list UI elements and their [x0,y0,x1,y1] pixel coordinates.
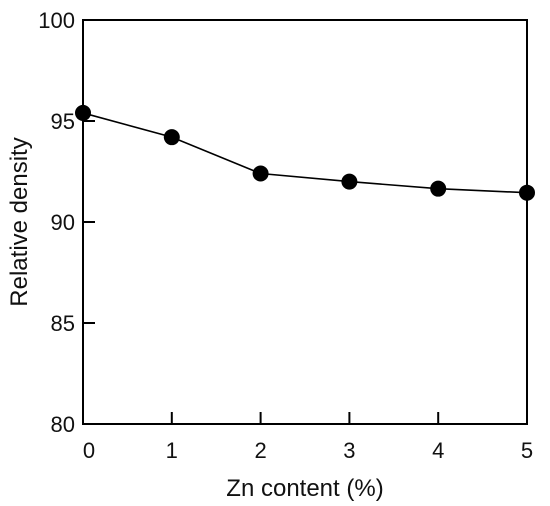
y-tick-label: 80 [51,412,75,437]
x-axis-title: Zn content (%) [226,475,383,502]
y-tick-label: 95 [51,109,75,134]
data-point [430,180,447,197]
series-line [82,112,528,194]
tick-marks [82,19,528,425]
plot-axes [82,19,528,425]
x-tick-labels: 0 1 2 3 4 5 [83,438,533,463]
data-point [163,129,180,146]
plot-frame [82,19,528,425]
y-tick-label: 85 [51,311,75,336]
y-tick-label: 100 [38,8,75,33]
data-point [341,173,358,190]
data-point [519,184,535,201]
data-series [75,104,535,201]
data-point [75,104,91,121]
x-tick-label: 5 [521,438,533,463]
x-tick-label: 4 [432,438,444,463]
x-tick-label: 1 [166,438,178,463]
y-axis-title: Relative density [6,137,33,306]
x-tick-label: 2 [254,438,266,463]
y-tick-label: 90 [51,210,75,235]
data-point [252,165,269,182]
y-tick-labels: 80 85 90 95 100 [38,8,75,437]
x-tick-label: 0 [83,438,95,463]
x-tick-label: 3 [343,438,355,463]
